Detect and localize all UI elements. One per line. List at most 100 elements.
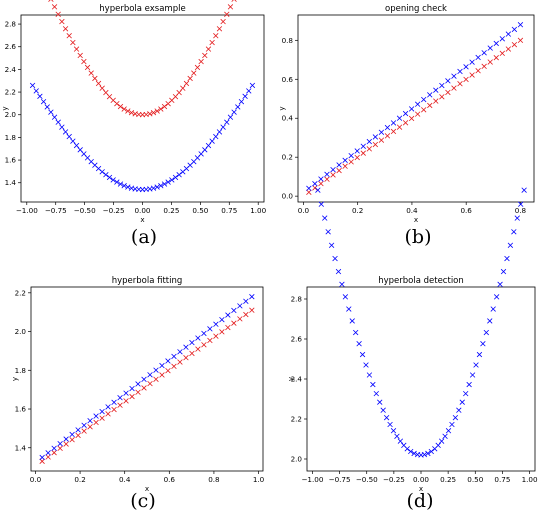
y-tick-label: 1.4 [15,443,27,452]
data-point-marker [29,82,36,89]
x-tick-label: −1.00 [16,206,38,215]
data-point-marker [517,37,524,44]
data-point-marker [129,385,135,392]
data-point-marker [507,242,514,248]
data-point-marker [459,399,465,405]
data-point-marker [342,163,348,169]
data-point-marker [154,184,160,190]
blue-series [306,22,524,192]
red-series [48,0,237,118]
data-point-marker [37,93,43,99]
data-point-marker [500,268,507,275]
y-tick-label: 2.0 [291,455,303,464]
data-point-marker [246,88,252,94]
x-tick-label: −0.25 [103,206,125,215]
data-point-marker [176,89,182,96]
data-point-marker [51,4,58,10]
x-tick-label: 1.00 [250,206,266,215]
data-point-marker [117,181,124,187]
data-point-marker [225,324,231,331]
data-point-marker [121,183,127,189]
data-point-marker [39,454,45,461]
x-tick-label: 0.0 [298,206,310,215]
data-point-marker [93,413,99,419]
x-tick-label: 0.50 [192,206,208,215]
data-point-marker [499,36,505,42]
data-point-marker [457,81,463,87]
data-point-marker [165,358,171,364]
y-tick-label: 1.8 [5,133,17,142]
data-point-marker [402,120,409,126]
data-point-marker [324,176,330,182]
data-point-marker [220,18,226,25]
data-point-marker [366,138,372,145]
y-tick-label: 0.0 [282,192,294,201]
x-tick-label: 0.00 [134,206,150,215]
data-point-marker [238,98,245,105]
data-point-marker [342,157,348,163]
data-point-marker [237,316,243,322]
data-point-marker [383,414,390,421]
data-point-marker [402,110,409,117]
data-point-marker [141,385,147,391]
data-point-marker [177,359,183,365]
data-point-marker [57,445,63,452]
x-tick-label: 0.75 [221,206,237,215]
data-point-marker [312,185,318,191]
panel-caption: (b) [405,226,432,248]
y-axis-label: y [10,376,19,381]
data-point-marker [59,124,65,130]
red-series [306,37,524,195]
data-point-marker [481,63,487,70]
data-point-marker [84,64,91,71]
data-point-marker [158,183,164,189]
data-point-marker [318,201,324,207]
data-point-marker [363,362,369,368]
data-point-marker [153,376,159,382]
data-point-marker [176,172,182,178]
data-point-marker [372,141,379,148]
data-point-marker [128,109,135,116]
data-point-marker [69,431,75,438]
y-axis-label: y [277,106,286,111]
data-point-marker [243,298,249,304]
y-tick-label: 2.4 [5,65,17,74]
data-point-marker [165,179,171,185]
data-point-marker [135,389,141,395]
x-tick-label: 0.6 [164,475,176,484]
data-point-marker [198,58,204,65]
y-tick-label: 2.0 [15,327,27,336]
data-point-marker [158,106,164,112]
data-point-marker [201,330,207,337]
data-point-marker [150,185,157,191]
data-point-marker [171,353,177,360]
data-point-marker [360,143,366,149]
data-point-marker [397,438,404,444]
data-point-marker [469,72,475,78]
data-point-marker [224,119,230,125]
data-point-marker [209,39,215,46]
x-tick-label: 0.75 [494,475,510,484]
data-point-marker [207,326,213,332]
data-point-marker [183,344,189,350]
data-point-marker [88,70,94,76]
data-point-marker [227,114,234,120]
data-point-marker [504,255,510,262]
data-point-marker [105,411,111,417]
x-tick-label: 0.2 [352,206,363,215]
data-point-marker [242,93,248,99]
data-point-marker [322,215,328,221]
data-point-marker [95,80,102,87]
data-point-marker [57,440,63,447]
x-tick-label: −0.50 [356,475,378,484]
data-point-marker [153,367,159,373]
y-axis-label: y [286,376,295,381]
x-axis-label: x [140,215,145,224]
data-point-marker [187,75,193,82]
data-point-marker [63,441,69,447]
data-point-marker [354,148,360,154]
data-point-marker [55,119,61,125]
data-point-marker [231,109,237,115]
data-point-marker [114,100,120,107]
x-axis-label: x [145,484,150,493]
